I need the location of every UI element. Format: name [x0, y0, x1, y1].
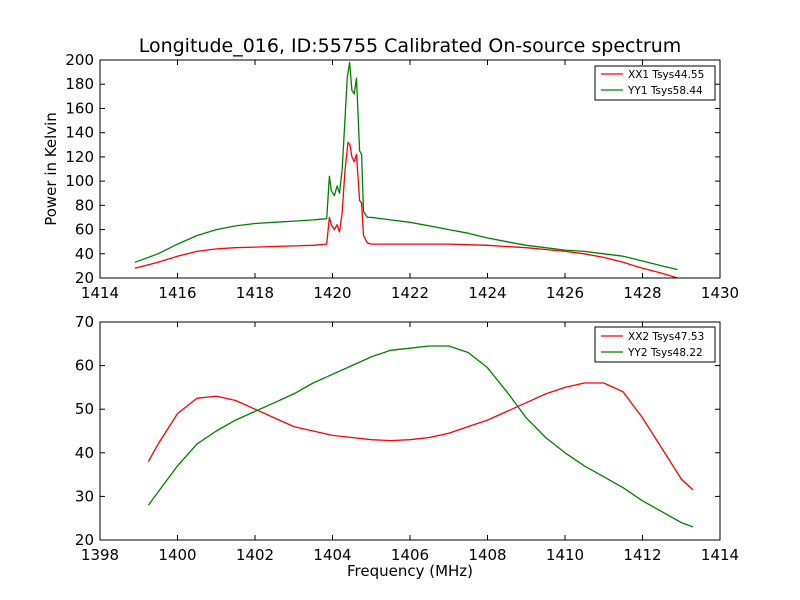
legend-box [594, 65, 716, 101]
x-tick-label: 1420 [313, 284, 351, 302]
y-tick-label: 100 [65, 172, 94, 190]
series-line-0-1 [134, 61, 678, 271]
x-axis-label: Frequency (MHz) [347, 562, 473, 580]
y-tick-label: 30 [75, 487, 94, 505]
x-tick-label: 1410 [546, 546, 584, 564]
x-tick-label: 1424 [468, 284, 506, 302]
bottom-legend: XX2 Tsys47.53 YY2 Tsys48.22 [594, 326, 716, 363]
series-line-0-0 [134, 141, 678, 279]
y-tick-label: 180 [65, 75, 94, 93]
y-tick-label: 120 [65, 148, 94, 166]
series-line-1-0 [147, 382, 694, 491]
bottom-plot-frame [99, 321, 721, 541]
y-tick-label: 20 [75, 531, 94, 549]
x-tick-label: 1406 [391, 546, 429, 564]
legend-label-yy1: YY1 Tsys58.44 [627, 85, 703, 97]
y-tick-label: 20 [75, 269, 94, 287]
chart-title: Longitude_016, ID:55755 Calibrated On-so… [139, 35, 682, 57]
bottom-series-layer [147, 345, 694, 528]
y-tick-label: 60 [75, 221, 94, 239]
x-tick-label: 1416 [158, 284, 196, 302]
legend-label-xx2: XX2 Tsys47.53 [628, 331, 704, 343]
x-tick-label: 1408 [468, 546, 506, 564]
x-tick-label: 1426 [546, 284, 584, 302]
x-tick-label: 1400 [158, 546, 196, 564]
y-axis-label: Power in Kelvin [42, 112, 60, 226]
series-line-1-1 [147, 345, 694, 528]
top-legend: XX1 Tsys44.55 YY1 Tsys58.44 [594, 65, 716, 101]
y-tick-label: 80 [75, 196, 94, 214]
x-tick-label: 1418 [236, 284, 274, 302]
top-tick-layer: 1414 1416 1418 1420 1422 1424 1426 1428 1430 20 40… [65, 51, 739, 302]
x-tick-label: 1398 [81, 546, 119, 564]
x-tick-label: 1414 [701, 546, 739, 564]
x-tick-label: 1402 [236, 546, 274, 564]
legend-label-yy2: YY2 Tsys48.22 [627, 347, 703, 359]
top-series-layer [134, 61, 678, 279]
legend-box [594, 326, 716, 363]
x-tick-label: 1422 [391, 284, 429, 302]
x-tick-label: 1430 [701, 284, 739, 302]
y-tick-label: 200 [65, 51, 94, 69]
y-tick-label: 140 [65, 124, 94, 142]
x-tick-label: 1404 [313, 546, 351, 564]
y-tick-label: 70 [75, 313, 94, 331]
y-tick-label: 60 [75, 357, 94, 375]
y-tick-label: 50 [75, 400, 94, 418]
y-tick-label: 40 [75, 444, 94, 462]
x-tick-label: 1412 [623, 546, 661, 564]
bottom-tick-layer: 1398 1400 1402 1404 1406 1408 1410 1412 1414 20 30… [75, 313, 739, 564]
top-panel: Longitude_016, ID:55755 Calibrated On-so… [42, 35, 739, 302]
y-tick-label: 40 [75, 245, 94, 263]
x-tick-label: 1428 [623, 284, 661, 302]
bottom-panel: Frequency (MHz) 1398 1400 1402 1404 1406 1408… [75, 313, 739, 580]
legend-label-xx1: XX1 Tsys44.55 [628, 69, 704, 81]
y-tick-label: 160 [65, 99, 94, 117]
top-plot-frame [99, 59, 721, 279]
x-tick-label: 1414 [81, 284, 119, 302]
